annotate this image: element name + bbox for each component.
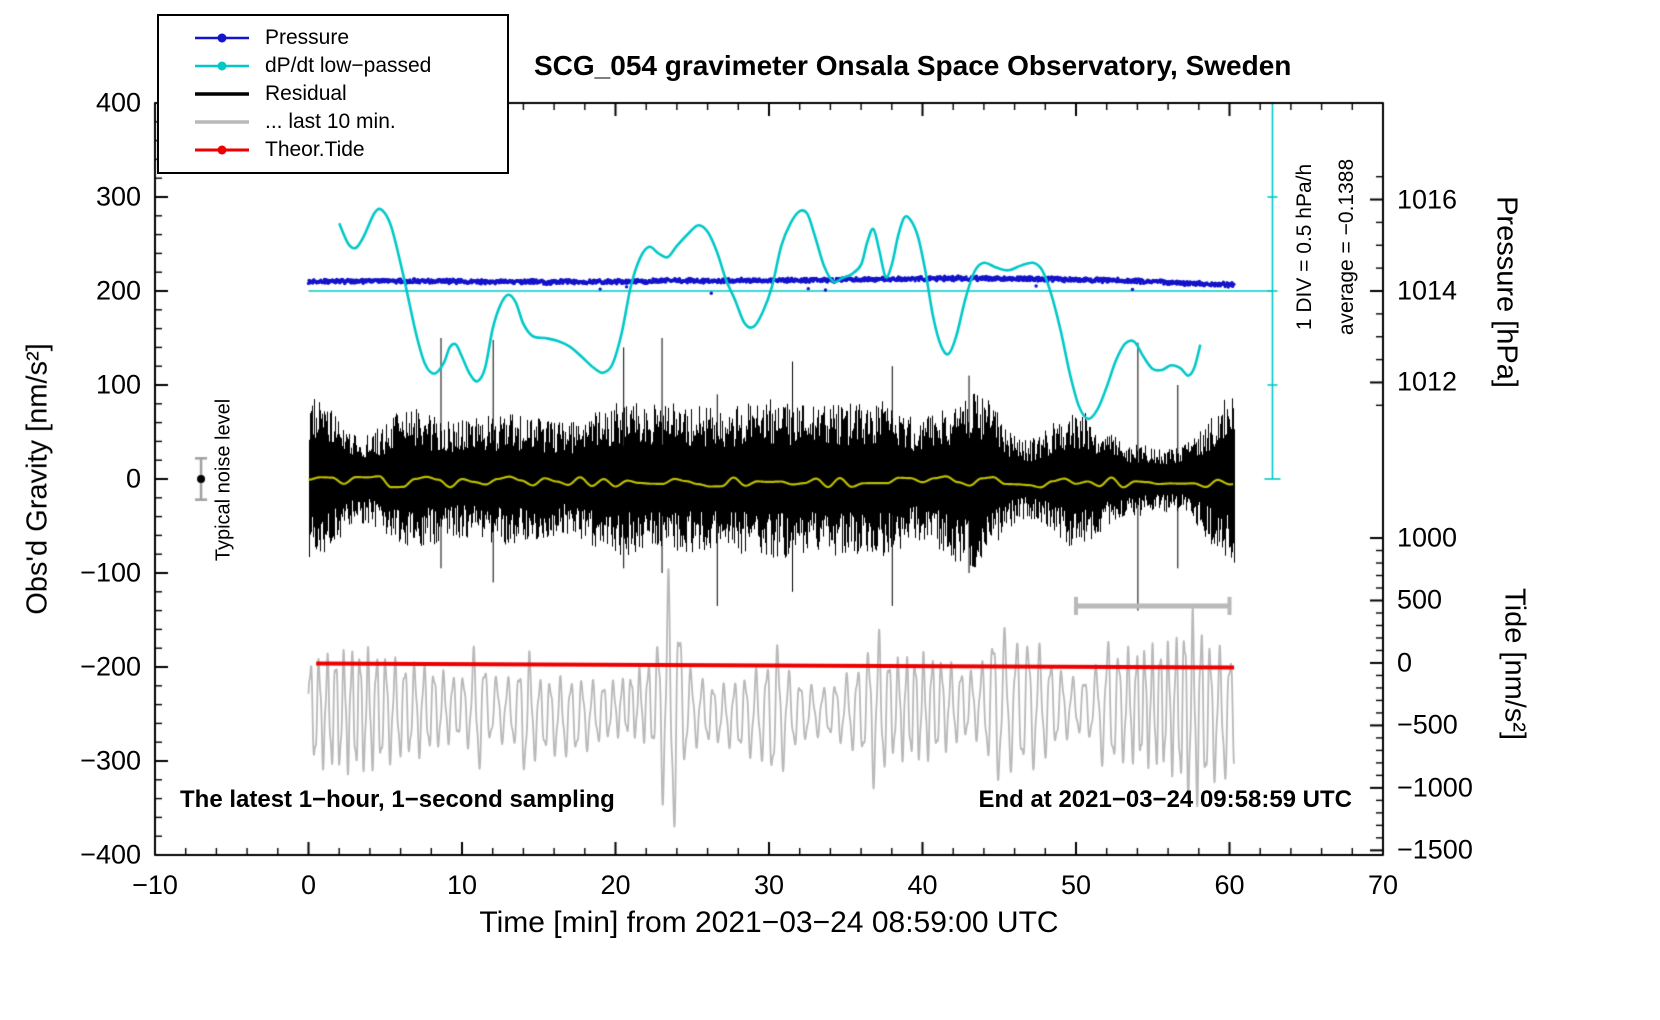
pressure-tick-label: 1016 (1397, 184, 1458, 215)
theortide-line-icon (195, 145, 249, 155)
x-tick-label: 70 (1367, 870, 1399, 900)
average-annotation: average = −0.1388 (1335, 158, 1358, 336)
x-axis-label: Time [min] from 2021−03−24 08:59:00 UTC (479, 906, 1059, 939)
legend-item-residual: Residual (193, 80, 507, 108)
legend-item-label: Residual (265, 82, 347, 105)
pressure-tick-label: 1014 (1397, 275, 1458, 306)
tide-tick-label: 500 (1397, 584, 1443, 615)
legend-item-dpdt: dP/dt low−passed (193, 52, 507, 80)
gravity-tick-label: 200 (95, 275, 141, 306)
gravity-tick-label: −100 (80, 557, 141, 588)
y-axis-label-gravity: Obs'd Gravity [nm/s²] (21, 343, 54, 615)
legend: Pressure dP/dt low−passed Residual ... l… (157, 14, 509, 174)
legend-item-pressure: Pressure (193, 24, 507, 52)
x-tick-label: 60 (1214, 870, 1245, 900)
gravity-tick-label: 100 (95, 369, 141, 400)
legend-item-theortide: Theor.Tide (193, 136, 507, 164)
gravity-tick-label: 300 (95, 181, 141, 212)
gravity-tick-label: −300 (80, 745, 141, 776)
legend-item-label: dP/dt low−passed (265, 54, 432, 77)
tide-tick-label: −1500 (1397, 834, 1473, 865)
x-tick-label: −10 (132, 870, 178, 900)
y-axis-label-pressure: Pressure [hPa] (1490, 196, 1523, 388)
gravity-tick-label: −200 (80, 651, 141, 682)
x-tick-label: 40 (907, 870, 938, 900)
pressure-line-icon (195, 33, 249, 43)
page-title: SCG_054 gravimeter Onsala Space Observat… (534, 50, 1292, 81)
x-tick-label: 30 (753, 870, 785, 900)
gravity-tick-label: −400 (80, 839, 141, 870)
div-scale-annotation: 1 DIV = 0.5 hPa/h (1293, 163, 1316, 331)
legend-item-label: Theor.Tide (265, 138, 365, 161)
x-tick-label: 0 (300, 870, 317, 900)
legend-item-label: Pressure (265, 26, 350, 49)
tide-tick-label: −500 (1397, 709, 1458, 740)
x-tick-label: 20 (600, 870, 631, 900)
gravity-tick-label: 400 (95, 87, 141, 118)
y-axis-label-tide: Tide [nm/s²] (1498, 587, 1531, 741)
tide-tick-label: −1000 (1397, 772, 1473, 803)
sampling-note: The latest 1−hour, 1−second sampling (180, 786, 615, 813)
gravity-tick-label: 0 (125, 463, 141, 494)
last10min-line-icon (195, 120, 249, 124)
dpdt-line-icon (195, 61, 249, 71)
end-time-note: End at 2021−03−24 09:58:59 UTC (978, 786, 1352, 813)
legend-item-label: ... last 10 min. (265, 110, 396, 133)
legend-item-last10min: ... last 10 min. (193, 108, 507, 136)
tide-tick-label: 1000 (1397, 522, 1458, 553)
residual-line-icon (195, 92, 249, 96)
x-tick-label: 10 (446, 870, 478, 900)
tide-tick-label: 0 (1397, 647, 1413, 678)
x-tick-label: 50 (1060, 870, 1092, 900)
noise-level-annotation: Typical noise level (212, 398, 235, 562)
pressure-tick-label: 1012 (1397, 366, 1458, 397)
